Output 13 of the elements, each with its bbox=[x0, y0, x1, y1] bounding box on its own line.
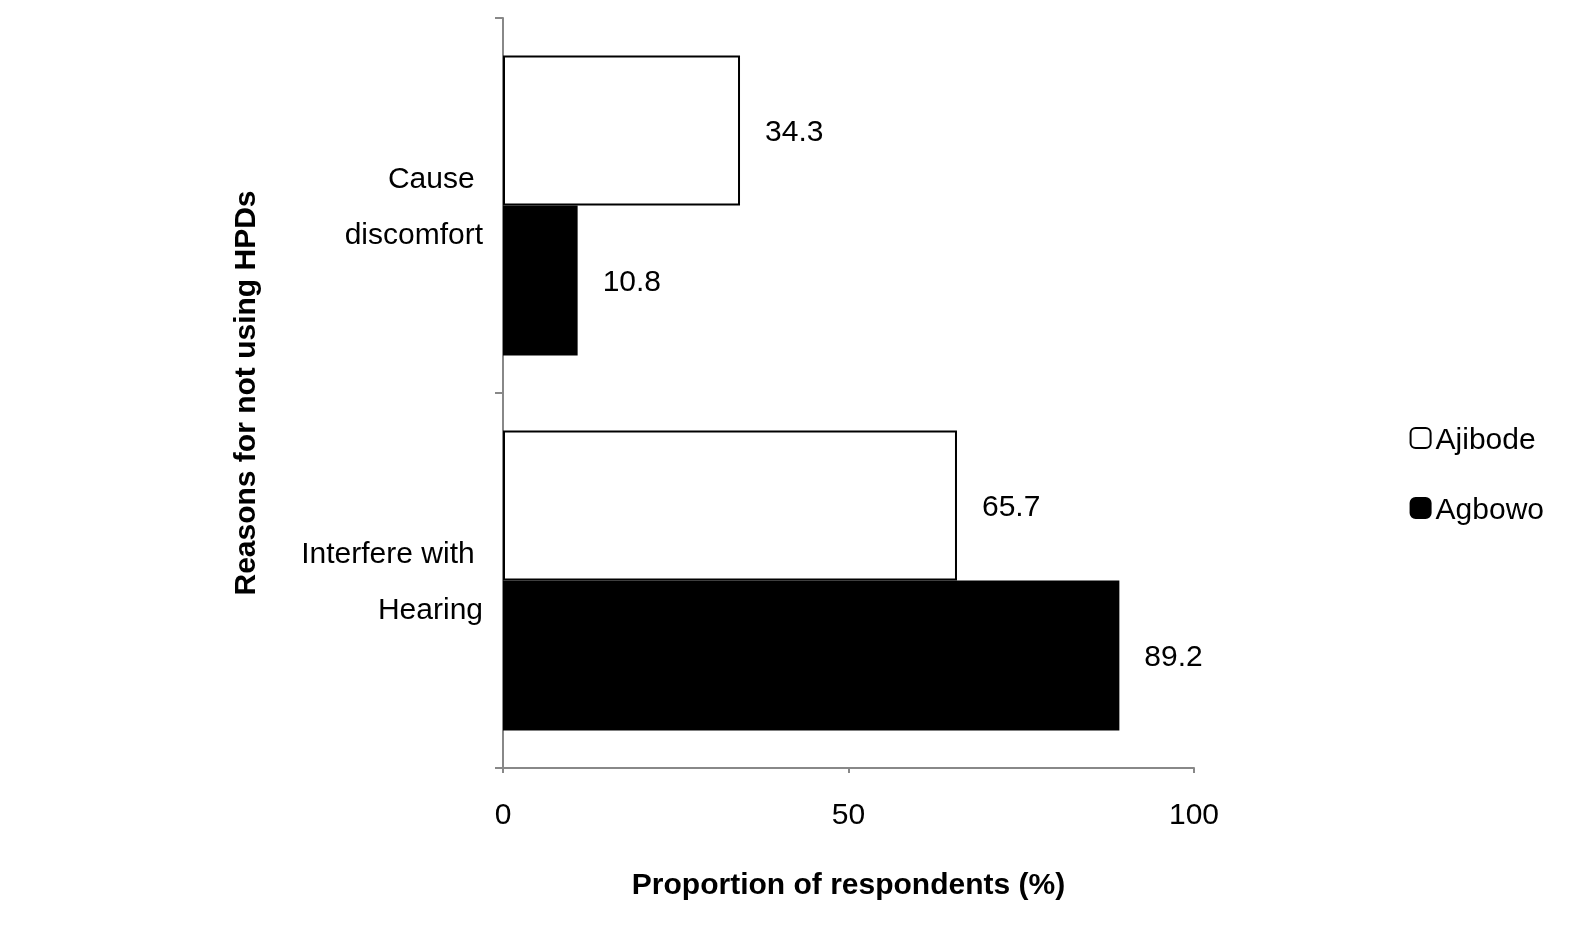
x-tick-label: 100 bbox=[1168, 796, 1220, 830]
y-tick-label: Cause discomfort bbox=[344, 161, 484, 250]
legend-label: Agbowo bbox=[1435, 491, 1545, 525]
data-label: 65.7 bbox=[981, 489, 1041, 522]
y-tick-label: Interfere with Hearing bbox=[301, 536, 483, 625]
data-label: 89.2 bbox=[1144, 639, 1203, 672]
x-axis-title: Proportion of respondents (%) bbox=[631, 866, 1066, 900]
data-label: 10.8 bbox=[602, 264, 662, 297]
x-tick-label: 50 bbox=[831, 796, 866, 830]
legend-label: Ajibode bbox=[1435, 421, 1536, 455]
y-axis-title: Reasons for not using HPDs bbox=[227, 190, 261, 596]
x-tick-label: 0 bbox=[494, 796, 512, 830]
data-label: 34.3 bbox=[765, 114, 824, 147]
